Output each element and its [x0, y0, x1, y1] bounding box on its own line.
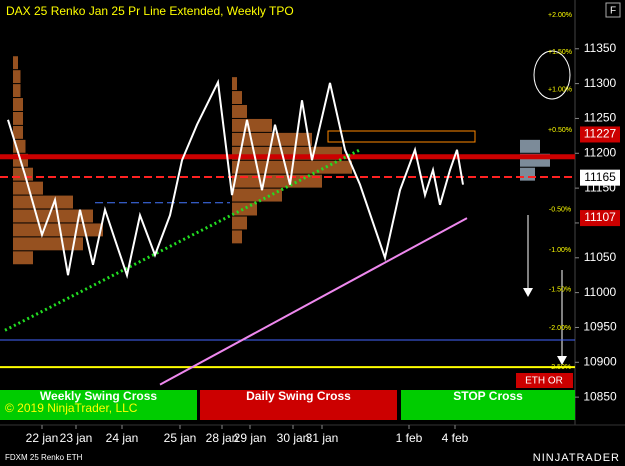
profile-bar: [520, 167, 535, 181]
price-marker: [580, 169, 620, 186]
profile-bar: [13, 237, 83, 251]
logo: NINJATRADER: [533, 452, 620, 464]
profile-bar: [232, 188, 282, 202]
profile-bar: [232, 118, 272, 132]
x-tick-label: 30 jan: [277, 431, 310, 445]
trend-line: [4, 148, 361, 332]
percent-label: +0.50%: [548, 127, 572, 134]
profile-bar: [13, 209, 93, 223]
signal-button-label: STOP Cross: [453, 389, 523, 403]
y-tick-label: 11200: [584, 145, 617, 159]
x-tick-label: 23 jan: [60, 431, 93, 445]
profile-bar: [232, 216, 247, 230]
x-tick-label: 25 jan: [164, 431, 197, 445]
signal-button-label: Weekly Swing Cross: [40, 389, 157, 403]
chart-title: DAX 25 Renko Jan 25 Pr Line Extended, We…: [6, 4, 294, 18]
price-marker-label: 11165: [584, 170, 616, 184]
profile-bar: [13, 195, 73, 209]
circle-annotation: [533, 50, 571, 100]
y-tick-label: 11350: [584, 41, 617, 55]
x-tick-label: 1 feb: [396, 431, 423, 445]
y-tick-label: 11000: [584, 285, 617, 299]
signal-button[interactable]: [200, 390, 397, 420]
profile-bar: [13, 251, 33, 265]
x-tick-label: 24 jan: [106, 431, 139, 445]
profile-bar: [13, 223, 103, 237]
profile-bar: [13, 84, 21, 98]
eth-or-label: ETH OR: [525, 376, 563, 387]
x-tick-label: 31 jan: [306, 431, 339, 445]
profile-bar: [232, 91, 242, 105]
arrow-head: [523, 288, 533, 297]
x-tick-label: 4 feb: [442, 431, 469, 445]
x-tick-label: 29 jan: [234, 431, 267, 445]
profile-bar: [232, 202, 257, 216]
profile-bar: [232, 230, 242, 244]
percent-label: -1.50%: [549, 287, 571, 294]
y-tick-label: 11250: [584, 111, 617, 125]
x-tick-label: 28 jan: [206, 431, 239, 445]
percent-label: +1.00%: [548, 87, 572, 94]
y-tick-label: 11050: [584, 250, 617, 264]
percent-label: -2.00%: [549, 325, 571, 332]
arrow-head: [557, 356, 567, 365]
copyright: © 2019 NinjaTrader, LLC: [5, 401, 138, 415]
trend-line: [159, 217, 468, 386]
price-line: [7, 78, 464, 279]
price-marker-label: 11107: [584, 210, 616, 224]
price-marker: [580, 126, 620, 143]
footer: FDXM 25 Renko ETH: [5, 453, 83, 462]
profile-bar: [13, 125, 23, 139]
price-marker: [580, 210, 620, 227]
percent-label: +1.50%: [548, 49, 572, 56]
price-marker-label: 11227: [584, 127, 617, 141]
panel-button[interactable]: [605, 2, 621, 18]
profile-bar: [232, 77, 237, 91]
percent-label: +2.00%: [548, 12, 572, 19]
signal-button-label: Daily Swing Cross: [246, 389, 351, 403]
y-tick-label: 11300: [584, 76, 617, 90]
percent-label: -2.50%: [549, 364, 571, 371]
panel-button-icon: F: [610, 6, 616, 17]
percent-label: -0.50%: [549, 207, 571, 214]
eth-or-box: [516, 373, 573, 388]
profile-bar: [13, 56, 18, 70]
profile-bar: [520, 139, 540, 153]
profile-bar: [13, 111, 23, 125]
y-tick-label: 10850: [583, 389, 617, 403]
x-tick-label: 22 jan: [26, 431, 59, 445]
y-tick-label: 10900: [583, 354, 617, 368]
profile-bar: [232, 105, 247, 118]
profile-bar: [13, 98, 23, 111]
profile-bar: [13, 70, 21, 84]
signal-button[interactable]: [401, 390, 575, 420]
zone-box: [327, 130, 476, 143]
plot-area: [0, 56, 575, 386]
signal-button[interactable]: [0, 390, 197, 420]
percent-label: -1.00%: [549, 247, 571, 254]
y-tick-label: 10950: [583, 320, 617, 334]
